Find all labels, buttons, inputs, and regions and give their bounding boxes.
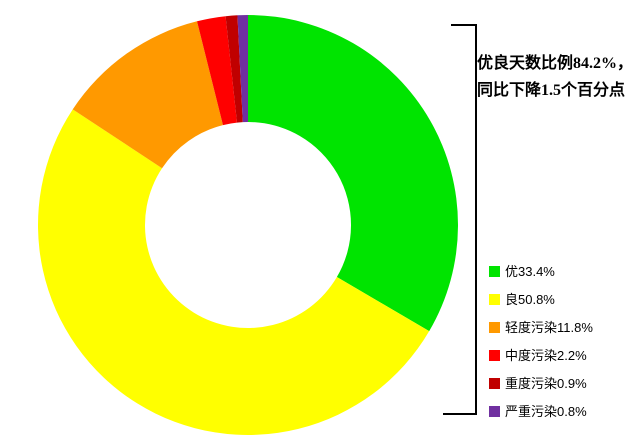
donut-slices [38,15,459,435]
legend-item: 重度污染0.9% [489,377,593,390]
legend-item-label: 优33.4% [505,264,555,279]
legend-item: 轻度污染11.8% [489,321,593,334]
legend-marker-icon [489,294,500,305]
legend-marker-icon [489,266,500,277]
donut-slice-0 [248,15,459,332]
legend-item: 中度污染2.2% [489,349,593,362]
legend-item: 严重污染0.8% [489,405,593,418]
legend-item: 良50.8% [489,293,593,306]
legend-item-label: 轻度污染11.8% [505,320,593,335]
donut-slice-2 [72,21,223,169]
chart-legend: 优33.4% 良50.8% 轻度污染11.8% 中度污染2.2% 重度污染0.9% 严重污… [489,265,593,433]
annotation: 优良天数比例84.2%， 同比下降1.5个百分点 [477,50,640,104]
legend-item-label: 中度污染2.2% [505,348,587,363]
legend-item-label: 重度污染0.9% [505,376,587,391]
legend-item: 优33.4% [489,265,593,278]
annotation-line1: 优良天数比例84.2%， [477,55,634,72]
donut-slice-4 [225,15,243,123]
legend-marker-icon [489,350,500,361]
legend-marker-icon [489,322,500,333]
legend-marker-icon [489,406,500,417]
donut-slice-3 [197,16,238,126]
donut-slice-5 [237,15,248,123]
annotation-bracket [443,24,477,415]
legend-marker-icon [489,378,500,389]
donut-slice-1 [38,109,430,435]
legend-item-label: 良50.8% [505,292,555,307]
annotation-line2: 同比下降1.5个百分点 [477,82,626,99]
legend-item-label: 严重污染0.8% [505,404,587,419]
